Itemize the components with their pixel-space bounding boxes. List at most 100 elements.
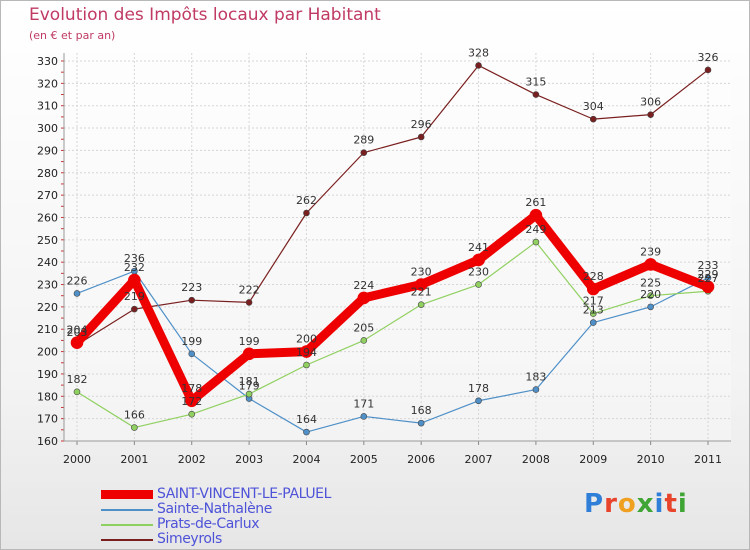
data-label: 228 xyxy=(583,270,604,283)
data-point xyxy=(360,149,368,156)
legend-swatch-saint-vincent xyxy=(101,490,153,499)
data-point xyxy=(357,291,371,305)
data-label: 199 xyxy=(181,335,202,348)
logo-letter: i xyxy=(677,489,688,519)
data-point xyxy=(589,319,597,326)
data-label: 326 xyxy=(698,51,719,64)
data-label: 306 xyxy=(640,96,661,109)
y-tick-label: 260 xyxy=(37,211,58,224)
y-tick-label: 240 xyxy=(37,256,58,269)
data-label: 205 xyxy=(353,321,374,334)
data-point xyxy=(589,310,597,317)
y-tick-label: 320 xyxy=(37,77,58,90)
data-point xyxy=(417,301,425,308)
data-label: 289 xyxy=(353,134,374,147)
legend-label-saint-vincent: SAINT-VINCENT-LE-PALUEL xyxy=(157,486,332,502)
y-tick-label: 200 xyxy=(37,346,58,359)
data-label: 230 xyxy=(468,266,489,279)
data-label: 296 xyxy=(411,118,432,131)
data-label: 164 xyxy=(296,413,317,426)
data-label: 179 xyxy=(239,380,260,393)
x-tick-label: 2006 xyxy=(407,453,435,466)
data-label: 229 xyxy=(698,268,719,281)
x-tick-label: 2007 xyxy=(465,453,493,466)
data-point xyxy=(360,337,368,344)
data-point xyxy=(644,258,657,271)
data-point xyxy=(647,292,654,300)
legend-swatch-simeyrols xyxy=(101,539,153,541)
legend-label-prats-de-carlux: Prats-de-Carlux xyxy=(157,516,260,532)
y-tick-label: 170 xyxy=(37,413,58,426)
proxiti-logo[interactable]: Proxiti xyxy=(584,489,688,519)
data-label: 199 xyxy=(239,335,260,348)
data-label: 249 xyxy=(525,223,546,236)
data-label: 178 xyxy=(181,382,202,395)
data-label: 304 xyxy=(583,100,604,113)
data-label: 171 xyxy=(353,397,374,410)
data-label: 219 xyxy=(124,290,145,303)
data-label: 172 xyxy=(181,395,202,408)
x-tick-label: 2005 xyxy=(350,453,378,466)
data-point xyxy=(529,208,543,222)
x-tick-label: 2003 xyxy=(235,453,263,466)
data-point xyxy=(475,397,482,405)
series-line-0 xyxy=(76,64,709,346)
data-point xyxy=(245,390,253,398)
data-label: 178 xyxy=(468,382,489,395)
data-label: 183 xyxy=(525,371,546,384)
logo-letter: P xyxy=(584,489,605,519)
data-point xyxy=(188,410,196,418)
x-tick-label: 2009 xyxy=(579,453,607,466)
legend-label-sainte-nathalene: Sainte-Nathalène xyxy=(157,501,272,517)
data-point xyxy=(589,115,597,123)
logo-letter: t xyxy=(664,489,678,519)
data-label: 328 xyxy=(468,46,489,59)
data-label: 221 xyxy=(411,286,432,299)
data-point xyxy=(701,280,715,294)
series-line-3 xyxy=(72,210,713,406)
data-label: 220 xyxy=(640,288,661,301)
data-label: 204 xyxy=(67,324,88,337)
y-tick-label: 180 xyxy=(37,390,58,403)
data-point xyxy=(303,209,310,217)
logo-letter: i xyxy=(654,489,665,519)
data-point xyxy=(245,299,253,306)
y-tick-label: 230 xyxy=(37,279,58,292)
x-tick-label: 2010 xyxy=(637,453,665,466)
chart-title: Evolution des Impôts locaux par Habitant xyxy=(29,5,381,25)
data-point xyxy=(303,428,310,436)
y-tick-label: 210 xyxy=(37,323,58,336)
data-label: 232 xyxy=(124,261,145,274)
logo-letter: x xyxy=(636,489,655,519)
data-point xyxy=(475,281,482,288)
x-tick-label: 2000 xyxy=(63,453,91,466)
data-label: 224 xyxy=(353,279,374,292)
data-point xyxy=(73,388,81,396)
data-point xyxy=(475,62,482,69)
data-label: 194 xyxy=(296,346,317,359)
x-tick-label: 2001 xyxy=(120,453,148,466)
data-point xyxy=(414,278,428,291)
data-point xyxy=(647,111,654,118)
x-tick-label: 2008 xyxy=(522,453,550,466)
data-point xyxy=(303,361,310,369)
series-line-2 xyxy=(76,241,709,429)
logo-letter: r xyxy=(604,489,618,519)
data-point xyxy=(188,296,196,304)
x-tick-label: 2004 xyxy=(292,453,320,466)
chart-subtitle: (en € et par an) xyxy=(29,29,116,42)
legend-label-simeyrols: Simeyrols xyxy=(157,531,222,547)
plot-area xyxy=(64,53,731,441)
series-line-1 xyxy=(76,270,709,433)
data-label: 233 xyxy=(698,259,719,272)
y-tick-label: 310 xyxy=(37,100,58,113)
y-tick-label: 290 xyxy=(37,144,58,157)
y-tick-label: 300 xyxy=(37,122,58,135)
data-point xyxy=(73,290,81,297)
data-point xyxy=(188,350,196,358)
data-label: 262 xyxy=(296,194,317,207)
data-point xyxy=(360,413,368,420)
data-point xyxy=(131,424,138,431)
data-label: 226 xyxy=(67,274,88,287)
